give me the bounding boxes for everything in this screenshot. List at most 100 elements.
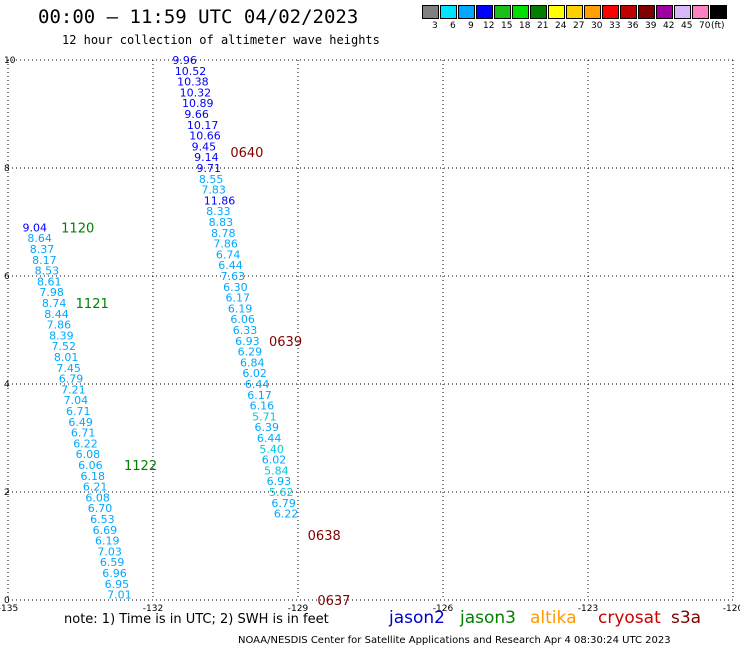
wave-height-value: 8.17	[32, 254, 57, 267]
colorbar-label: 39	[645, 21, 657, 31]
wave-height-value: 7.86	[47, 319, 72, 332]
wave-height-value: 6.71	[71, 427, 96, 440]
colorbar-label: 36	[627, 21, 639, 31]
pass-time-label: 1122	[124, 459, 157, 474]
wave-height-value: 6.29	[238, 346, 262, 359]
wave-height-value: 8.74	[42, 297, 66, 310]
wave-height-value: 6.16	[250, 400, 275, 413]
x-tick-label: -123	[578, 604, 598, 614]
wave-height-value: 8.55	[199, 173, 224, 186]
colorbar-labels: 3 6 9 12 15 18 21 24 27 30 33 36 39 42 45 70 (ft)	[422, 21, 740, 33]
wave-height-value: 6.84	[240, 356, 265, 369]
colorbar-swatch	[620, 5, 637, 19]
colorbar-label: 42	[663, 21, 675, 31]
wave-height-value: 6.44	[245, 378, 269, 391]
legend-item-cryosat: cryosat	[598, 608, 661, 628]
wave-height-value: 6.70	[88, 502, 113, 515]
colorbar-swatch	[584, 5, 601, 19]
wave-height-value: 8.83	[209, 216, 234, 229]
wave-height-value: 7.21	[61, 383, 86, 396]
page-title: 00:00 – 11:59 UTC 04/02/2023	[38, 6, 359, 28]
wave-height-value: 6.30	[223, 281, 248, 294]
colorbar-label: 9	[468, 21, 474, 31]
wave-height-value: 7.04	[64, 394, 88, 407]
colorbar-label: 45	[681, 21, 693, 31]
wave-height-value: 8.33	[206, 205, 231, 218]
colorbar-swatch	[530, 5, 547, 19]
wave-height-value: 7.52	[52, 340, 77, 353]
pass-time-label: 1121	[76, 297, 109, 312]
wave-height-value: 9.71	[197, 162, 222, 175]
wave-height-value: 10.89	[182, 97, 214, 110]
wave-height-value: 7.03	[97, 545, 122, 558]
wave-height-value: 7.01	[107, 589, 132, 602]
colorbar-label: 15	[501, 21, 513, 31]
colorbar-swatch	[674, 5, 691, 19]
legend-item-jason2: jason2	[389, 608, 445, 628]
y-tick-label: 4	[4, 380, 10, 390]
wave-height-value: 10.17	[187, 119, 219, 132]
wave-height-value: 6.17	[226, 292, 251, 305]
wave-height-value: 10.52	[175, 65, 207, 78]
wave-height-value: 6.79	[271, 497, 296, 510]
colorbar-swatch	[710, 5, 727, 19]
wave-height-value: 7.98	[39, 286, 64, 299]
wave-height-value: 8.39	[49, 329, 73, 342]
colorbar-label: 18	[519, 21, 531, 31]
wave-height-value: 6.22	[274, 508, 299, 521]
colorbar-label: (ft)	[711, 21, 725, 31]
wave-height-value: 6.33	[233, 324, 258, 337]
colorbar-label: 21	[537, 21, 549, 31]
wave-height-value: 6.49	[68, 416, 93, 429]
colorbar-label: 30	[591, 21, 603, 31]
wave-height-value: 8.53	[35, 265, 60, 278]
legend-item-s3a: s3a	[671, 608, 702, 628]
wave-height-value: 6.71	[66, 405, 91, 418]
y-tick-label: 2	[4, 488, 10, 498]
wave-height-value: 11.86	[204, 194, 236, 207]
footnote: note: 1) Time is in UTC; 2) SWH is in fe…	[64, 612, 329, 627]
x-tick-label: -132	[143, 604, 163, 614]
y-tick-label: 10	[4, 56, 16, 66]
colorbar-label: 24	[555, 21, 567, 31]
legend-item-altika: altika	[530, 608, 577, 628]
x-tick-label: -129	[288, 604, 309, 614]
wave-height-value: 7.83	[201, 184, 226, 197]
wave-height-value: 6.08	[85, 491, 110, 504]
colorbar-swatch	[602, 5, 619, 19]
colorbar-swatch	[566, 5, 583, 19]
colorbar-swatch	[440, 5, 457, 19]
wave-height-value: 6.02	[262, 454, 287, 467]
colorbar	[422, 5, 728, 19]
wave-height-value: 5.62	[269, 486, 294, 499]
wave-height-value: 10.32	[180, 86, 212, 99]
page-subtitle: 12 hour collection of altimeter wave hei…	[62, 33, 380, 47]
pass-time-label: 0640	[230, 146, 263, 161]
wave-height-value: 8.61	[37, 275, 62, 288]
legend-item-jason3: jason3	[460, 608, 516, 628]
wave-height-value: 6.79	[59, 373, 84, 386]
x-tick-label: -120	[723, 604, 740, 614]
colorbar-label: 6	[450, 21, 456, 31]
pass-time-label: 1120	[61, 221, 94, 236]
colorbar-label: 27	[573, 21, 585, 31]
colorbar-swatch	[656, 5, 673, 19]
wave-height-value: 6.93	[235, 335, 260, 348]
colorbar-label: 12	[483, 21, 495, 31]
colorbar-swatch	[476, 5, 493, 19]
wave-height-value: 6.53	[90, 513, 115, 526]
y-tick-label: 6	[4, 272, 10, 282]
wave-height-value: 6.18	[81, 470, 106, 483]
wave-height-value: 8.01	[54, 351, 79, 364]
wave-height-value: 8.37	[30, 243, 55, 256]
wave-height-value: 6.21	[83, 481, 108, 494]
colorbar-label: 70	[699, 21, 711, 31]
wave-height-value: 10.38	[177, 76, 209, 89]
colorbar-swatch	[512, 5, 529, 19]
wave-height-value: 6.59	[100, 556, 125, 569]
credit-line: NOAA/NESDIS Center for Satellite Applica…	[238, 635, 671, 646]
wave-height-value: 6.44	[218, 259, 243, 272]
colorbar-label: 3	[432, 21, 438, 31]
colorbar-label: 33	[609, 21, 621, 31]
